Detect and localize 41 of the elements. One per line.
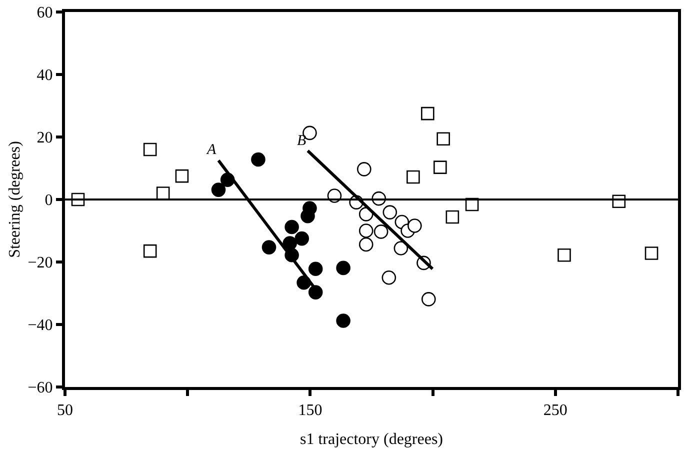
point [251, 152, 266, 167]
point [382, 270, 396, 285]
x-tick-label: 250 [543, 402, 568, 420]
point [406, 170, 420, 184]
point [336, 260, 350, 276]
point [143, 142, 157, 156]
point [294, 231, 310, 246]
y-tick-label: −20 [28, 254, 53, 272]
x-tick-label: 150 [298, 402, 322, 420]
point [284, 220, 299, 234]
y-tick-label: 20 [36, 130, 53, 147]
x-tick-label: 50 [57, 402, 73, 420]
point [175, 169, 189, 183]
point [394, 241, 408, 256]
point [302, 201, 317, 216]
point [336, 314, 350, 328]
point [374, 224, 388, 239]
y-tick-label: −40 [28, 317, 53, 334]
annotation: A [206, 142, 217, 158]
y-tick-label: 60 [36, 4, 53, 22]
x-axis-title: s1 trajectory (degrees) [300, 430, 444, 448]
point [558, 248, 571, 262]
point [421, 106, 434, 120]
point [211, 182, 226, 197]
point [408, 218, 422, 233]
y-axis-title: Steering (degrees) [6, 141, 24, 258]
point [644, 246, 658, 260]
point [308, 262, 323, 276]
y-tick-label: 40 [36, 67, 53, 84]
point [356, 162, 372, 176]
point [436, 132, 450, 146]
point [143, 244, 157, 258]
point [262, 240, 276, 254]
point [382, 205, 398, 220]
y-tick-label: −60 [28, 380, 53, 397]
point [421, 292, 436, 306]
point [446, 210, 460, 224]
point [358, 237, 374, 252]
point [434, 160, 447, 174]
y-tick-label: 0 [44, 192, 53, 210]
point [358, 224, 374, 238]
